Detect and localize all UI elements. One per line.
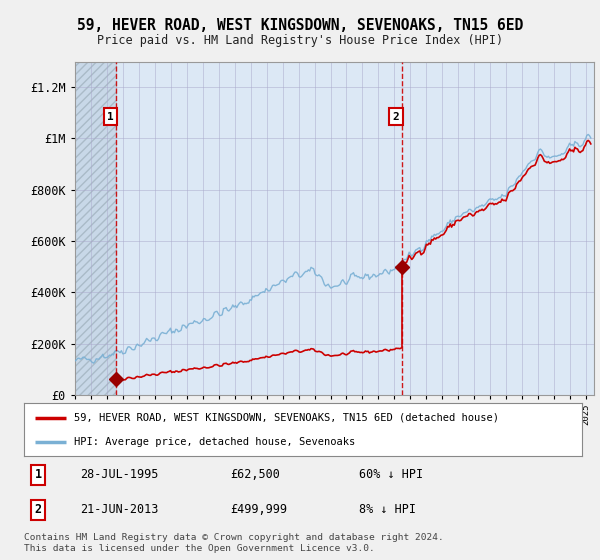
Text: 21-JUN-2013: 21-JUN-2013 [80,503,158,516]
Text: Contains HM Land Registry data © Crown copyright and database right 2024.
This d: Contains HM Land Registry data © Crown c… [24,533,444,553]
Text: 59, HEVER ROAD, WEST KINGSDOWN, SEVENOAKS, TN15 6ED (detached house): 59, HEVER ROAD, WEST KINGSDOWN, SEVENOAK… [74,413,499,423]
Text: 1: 1 [107,111,113,122]
Text: Price paid vs. HM Land Registry's House Price Index (HPI): Price paid vs. HM Land Registry's House … [97,34,503,46]
Text: 1: 1 [34,468,41,481]
Text: 8% ↓ HPI: 8% ↓ HPI [359,503,416,516]
Text: 60% ↓ HPI: 60% ↓ HPI [359,468,423,481]
Text: £499,999: £499,999 [230,503,287,516]
Text: £62,500: £62,500 [230,468,280,481]
Text: 28-JUL-1995: 28-JUL-1995 [80,468,158,481]
Text: 59, HEVER ROAD, WEST KINGSDOWN, SEVENOAKS, TN15 6ED: 59, HEVER ROAD, WEST KINGSDOWN, SEVENOAK… [77,18,523,33]
Text: 2: 2 [34,503,41,516]
Bar [75,62,116,395]
Text: 2: 2 [393,111,400,122]
Text: HPI: Average price, detached house, Sevenoaks: HPI: Average price, detached house, Seve… [74,437,355,447]
